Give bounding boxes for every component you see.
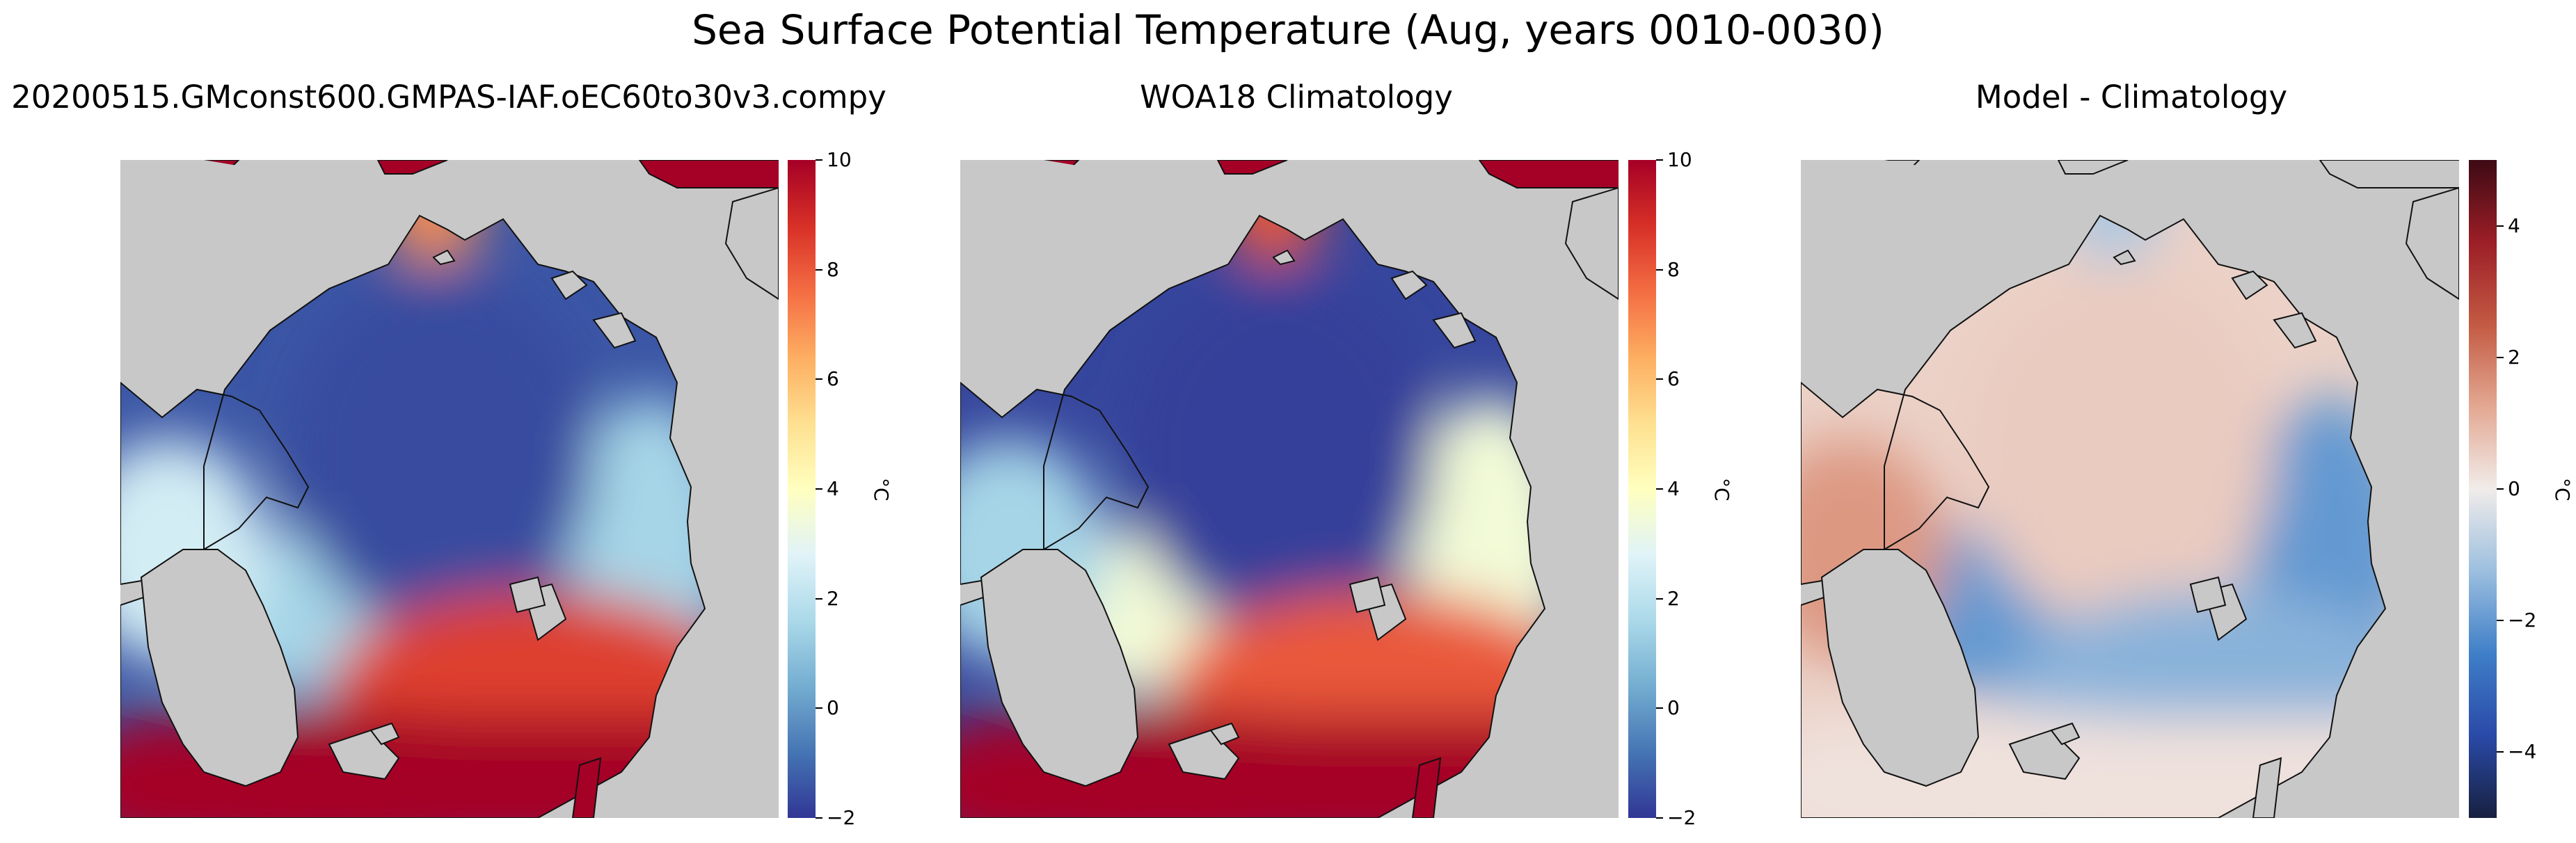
colorbar-tick-mark bbox=[2497, 620, 2504, 622]
colorbar-tick-mark bbox=[816, 488, 822, 490]
panel-title-diff: Model - Climatology bbox=[1975, 79, 2288, 115]
land-mass-3 bbox=[1216, 160, 1288, 175]
colorbar-model bbox=[788, 160, 816, 818]
colorbar-tick-label: 6 bbox=[1667, 367, 1680, 391]
colorbar-tick-mark bbox=[1656, 817, 1663, 819]
map-svg-diff bbox=[1801, 160, 2459, 818]
colorbar-tick-mark bbox=[1656, 597, 1663, 600]
land-mass-3 bbox=[376, 160, 448, 175]
land-mass-5 bbox=[1411, 757, 1442, 818]
colorbar-tick-label: −2 bbox=[2508, 609, 2537, 632]
colorbar-tick-mark bbox=[2497, 751, 2504, 753]
land-greenland bbox=[1801, 160, 1926, 369]
land-mass-0 bbox=[140, 549, 299, 787]
colorbar-tick-mark bbox=[816, 817, 822, 819]
colorbar-tick-mark bbox=[2497, 225, 2504, 227]
colorbar-diff bbox=[2469, 160, 2497, 818]
colorbar-tick-mark bbox=[1656, 488, 1663, 490]
coastline-arctic bbox=[960, 214, 1546, 818]
island-4 bbox=[1209, 722, 1240, 746]
coastline-arctic bbox=[1801, 214, 2387, 818]
island-0 bbox=[2113, 249, 2136, 266]
colorbar-tick-label: 4 bbox=[827, 477, 839, 500]
colorbar-tick-label: 10 bbox=[1667, 148, 1692, 171]
coastline-arctic bbox=[120, 214, 706, 818]
colorbar-tick-label: 2 bbox=[2508, 345, 2520, 369]
land-mass-6 bbox=[2405, 186, 2459, 300]
land-mass-6 bbox=[1564, 186, 1619, 300]
colorbar-tick-mark bbox=[1656, 707, 1663, 709]
field-near-pole-2 bbox=[1127, 271, 1433, 633]
island-1 bbox=[2231, 270, 2268, 300]
colorbar-tick-label: 2 bbox=[827, 586, 839, 610]
land-greenland bbox=[960, 160, 1086, 369]
colorbar-tick-mark bbox=[816, 597, 822, 600]
island-4 bbox=[369, 722, 400, 746]
colorbar-tick-label: 4 bbox=[1667, 477, 1680, 500]
field-north-atlantic-5 bbox=[120, 709, 621, 818]
map-model bbox=[120, 160, 779, 818]
colorbar-tick-label: 0 bbox=[2508, 477, 2520, 500]
land-mass-4 bbox=[2319, 160, 2459, 188]
colorbar-tick-label: −2 bbox=[1667, 806, 1696, 829]
land-mass-5 bbox=[571, 757, 602, 818]
field-near-pole-2 bbox=[1968, 271, 2274, 633]
colorbar-unit-label: °C bbox=[2551, 478, 2574, 501]
colorbar-tick-mark bbox=[1656, 268, 1663, 271]
island-2 bbox=[592, 312, 637, 349]
colorbar-tick-label: 8 bbox=[1667, 257, 1680, 281]
colorbar-tick-mark bbox=[816, 707, 822, 709]
colorbar-obs bbox=[1628, 160, 1656, 818]
panel-title-model: 20200515.GMconst600.GMPAS-IAF.oEC60to30v… bbox=[11, 79, 887, 115]
colorbar-tick-mark bbox=[1656, 159, 1663, 161]
field-north-atlantic-5 bbox=[1801, 709, 2302, 818]
island-1 bbox=[550, 270, 588, 300]
colorbar-tick-mark bbox=[816, 159, 822, 161]
colorbar-tick-label: 0 bbox=[1667, 696, 1680, 720]
island-1 bbox=[1390, 270, 1428, 300]
colorbar-tick-label: 0 bbox=[827, 696, 839, 720]
colorbar-tick-mark bbox=[816, 378, 822, 380]
land-mass-4 bbox=[1478, 160, 1619, 188]
map-diff bbox=[1801, 160, 2459, 818]
land-mass-0 bbox=[980, 549, 1139, 787]
colorbar-tick-label: 2 bbox=[1667, 586, 1680, 610]
island-2 bbox=[1432, 312, 1477, 349]
colorbar-tick-mark bbox=[2497, 488, 2504, 490]
land-mass-5 bbox=[2252, 757, 2282, 818]
colorbar-unit-label: °C bbox=[870, 478, 893, 501]
island-3 bbox=[509, 576, 546, 613]
field-north-atlantic-5 bbox=[960, 709, 1461, 818]
colorbar-tick-mark bbox=[2497, 356, 2504, 358]
field-near-pole-2 bbox=[287, 271, 594, 633]
colorbar-tick-label: 6 bbox=[827, 367, 839, 391]
colorbar-tick-label: 8 bbox=[827, 257, 839, 281]
panel-title-obs: WOA18 Climatology bbox=[1140, 79, 1453, 115]
colorbar-unit-label: °C bbox=[1710, 478, 1733, 501]
colorbar-tick-mark bbox=[1656, 378, 1663, 380]
island-3 bbox=[2189, 576, 2227, 613]
colorbar-tick-label: −4 bbox=[2508, 740, 2537, 764]
island-3 bbox=[1349, 576, 1386, 613]
figure-title: Sea Surface Potential Temperature (Aug, … bbox=[692, 6, 1884, 54]
island-0 bbox=[432, 249, 456, 266]
colorbar-tick-label: 10 bbox=[827, 148, 852, 171]
island-0 bbox=[1272, 249, 1296, 266]
island-2 bbox=[2273, 312, 2317, 349]
colorbar-tick-label: 4 bbox=[2508, 214, 2520, 237]
land-mass-4 bbox=[638, 160, 779, 188]
land-mass-0 bbox=[1820, 549, 1980, 787]
land-mass-3 bbox=[2057, 160, 2129, 175]
map-svg-obs bbox=[960, 160, 1619, 818]
land-greenland bbox=[120, 160, 246, 369]
island-4 bbox=[2050, 722, 2081, 746]
map-svg-model bbox=[120, 160, 779, 818]
land-mass-6 bbox=[724, 186, 779, 300]
colorbar-tick-label: −2 bbox=[827, 806, 856, 829]
map-obs bbox=[960, 160, 1619, 818]
colorbar-tick-mark bbox=[816, 268, 822, 271]
